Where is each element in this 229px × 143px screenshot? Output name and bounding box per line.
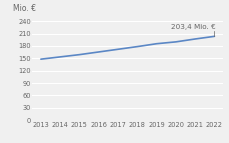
Text: 203,4 Mio. €: 203,4 Mio. € [170, 24, 214, 30]
Text: Mio. €: Mio. € [13, 4, 36, 13]
